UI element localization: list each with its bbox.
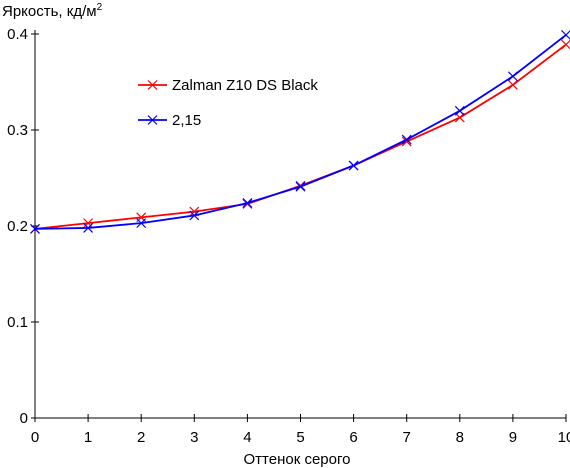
y-axis-title: Яркость, кд/м2: [2, 2, 103, 20]
legend-item: 2,15: [138, 112, 201, 129]
legend: Zalman Z10 DS Black 2,15: [138, 77, 318, 129]
x-tick-label: 6: [349, 429, 357, 446]
legend-item: Zalman Z10 DS Black: [138, 77, 318, 94]
data-point: [507, 71, 518, 82]
data-point: [30, 223, 40, 234]
y-tick-label: 0.2: [7, 218, 28, 235]
data-point: [507, 79, 518, 90]
legend-label: 2,15: [172, 112, 201, 129]
data-point: [189, 210, 200, 221]
y-tick-label: 0.3: [7, 122, 28, 139]
x-axis-ticks: 0 1 2 3 4 5 6 7 8 9 10: [31, 414, 570, 446]
legend-label: Zalman Z10 DS Black: [172, 77, 318, 94]
data-point: [561, 30, 570, 40]
x-tick-label: 2: [137, 429, 145, 446]
x-tick-label: 5: [296, 429, 304, 446]
x-tick-label: 4: [243, 429, 251, 446]
series-line: [34, 34, 567, 230]
x-tick-label: 7: [403, 429, 411, 446]
y-tick-label: 0.1: [7, 314, 28, 331]
series-line: [34, 43, 567, 230]
x-tick-label: 9: [509, 429, 517, 446]
x-tick-label: 8: [456, 429, 464, 446]
x-tick-label: 10: [558, 429, 570, 446]
x-tick-label: 0: [31, 429, 39, 446]
y-axis-ticks: 0 0.1 0.2 0.3 0.4: [7, 26, 39, 427]
data-point: [242, 198, 253, 208]
data-point: [136, 218, 147, 229]
x-tick-label: 1: [84, 429, 92, 446]
data-point: [295, 181, 306, 192]
x-axis-title: Оттенок серого: [244, 451, 351, 468]
data-point: [401, 134, 412, 145]
data-point: [83, 222, 94, 233]
data-point: [348, 160, 359, 171]
data-point: [454, 105, 465, 116]
series-2: [30, 30, 570, 234]
x-tick-label: 3: [190, 429, 198, 446]
y-tick-label: 0: [20, 410, 28, 427]
series-1: [30, 39, 570, 234]
y-tick-label: 0.4: [7, 26, 28, 43]
series-layer: [30, 30, 570, 234]
data-point: [242, 198, 253, 209]
data-point: [561, 39, 570, 50]
data-point: [83, 218, 94, 229]
